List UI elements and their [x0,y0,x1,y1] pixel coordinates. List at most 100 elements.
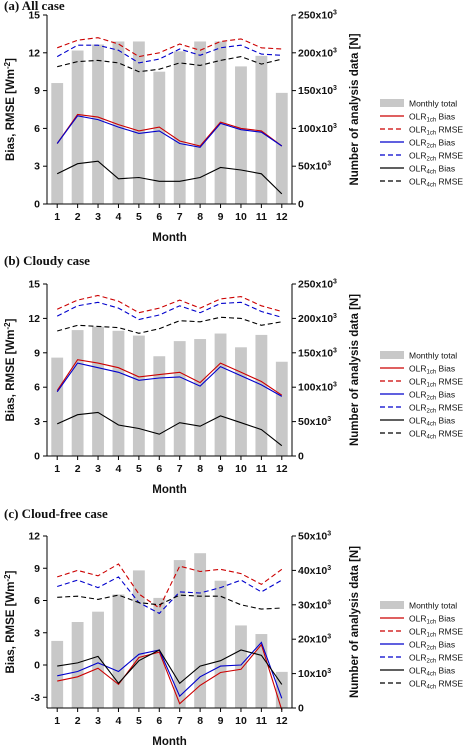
x-tick-label: 12 [276,463,288,475]
bar-monthly-total [173,341,186,456]
chart-panel-1: (a) All case03691215050x103100x103150x10… [3,0,463,244]
x-tick-label: 6 [156,211,162,223]
y2-tick-label: 30x103 [298,599,331,611]
x-axis-label: Month [152,484,186,496]
legend-label: OLR4ch RMSE [409,429,463,441]
y2-tick-label: 100x103 [298,382,337,394]
x-tick-label: 9 [218,463,224,475]
x-tick-label: 11 [256,463,267,475]
legend-label: OLR2ch Bias [409,640,455,652]
series-line-olr1ch-bias [57,643,283,711]
series-line-olr2ch-bias [56,115,283,148]
y-tick-label: 0 [34,451,40,463]
bar-monthly-total [112,594,125,708]
bar-monthly-total [275,92,288,204]
y2-axis-label: Number of analysis data [N] [349,294,361,446]
x-tick-label: 1 [54,211,60,223]
bar-monthly-total [71,50,84,205]
bar-monthly-total [214,580,227,708]
x-tick-label: 9 [218,211,224,223]
bar-monthly-total [194,41,207,205]
y-tick-label: 12 [28,531,40,543]
y2-tick-label: 10x103 [298,668,331,680]
y2-tick-label: 50x103 [298,416,331,428]
bar-monthly-total [275,361,288,456]
bar-monthly-total [92,611,104,708]
legend-swatch-monthly-total [380,351,404,359]
x-tick-label: 12 [276,715,288,727]
x-tick-label: 5 [136,715,142,727]
x-axis-label: Month [152,736,186,748]
bar-monthly-total [153,71,166,204]
series-line-olr4ch-bias [56,411,283,447]
x-tick-label: 10 [235,715,247,727]
y-tick-label: 6 [34,123,40,135]
bar-monthly-total [132,41,145,205]
series-line-olr4ch-bias [57,649,283,685]
legend-label: OLR1ch RMSE [409,627,463,639]
series-line-olr4ch-rmse [57,594,282,610]
y2-tick-label: 250x103 [298,10,337,22]
bar-monthly-total [275,671,288,708]
series-line-olr4ch-bias [56,160,283,195]
y2-tick-label: 250x103 [298,279,337,291]
y-tick-label: 6 [34,382,40,394]
legend-label: OLR2ch RMSE [409,653,463,665]
series-line-olr2ch-rmse [56,301,282,321]
series-line-olr2ch-rmse [56,44,282,64]
y-axis-label: Bias, RMSE [Wm-2] [3,58,17,161]
legend-label: OLR2ch Bias [409,138,455,150]
series-line-olr2ch-rmse [57,576,283,615]
legend-label-monthly-total: Monthly total [409,99,457,109]
x-tick-label: 9 [218,715,224,727]
x-tick-label: 6 [156,715,162,727]
bar-monthly-total [214,333,227,456]
bar-monthly-total [112,330,125,456]
y-tick-label: 3 [34,161,40,173]
x-tick-label: 7 [177,715,183,727]
x-tick-label: 8 [197,463,203,475]
y-tick-label: 12 [28,47,40,59]
bar-monthly-total [173,560,186,708]
y-tick-label: -3 [31,692,40,704]
legend-swatch-monthly-total [380,99,404,107]
x-axis-label: Month [152,232,186,244]
chart-panel-3: (c) Cloud-free case-3036912010x10320x103… [3,506,463,748]
series-line-olr4ch-rmse [57,316,282,334]
y2-axis-label: Number of analysis data [N] [349,546,361,698]
x-tick-label: 1 [54,463,60,475]
y-tick-label: 3 [34,627,40,639]
series-line-olr2ch-bias [57,641,283,699]
legend-label-monthly-total: Monthly total [409,351,457,361]
bar-monthly-total [51,357,64,456]
y2-tick-label: 50x103 [298,161,331,173]
y2-tick-label: 0 [298,199,304,211]
legend-label: OLR1ch Bias [409,614,455,626]
bar-monthly-total [92,44,104,204]
bar-monthly-total [92,326,104,456]
x-tick-label: 10 [235,211,247,223]
x-tick-label: 5 [136,211,142,223]
bar-monthly-total [235,347,247,456]
x-tick-label: 3 [95,211,101,223]
y-tick-label: 15 [28,279,40,291]
panel-title: (c) Cloud-free case [4,506,108,521]
bar-monthly-total [71,330,84,456]
panel-title: (a) All case [4,0,65,13]
bar-monthly-total [194,553,207,708]
legend-label: OLR4ch RMSE [409,177,463,189]
bar-monthly-total [132,570,145,708]
x-tick-label: 1 [54,715,60,727]
series-line-olr4ch-rmse [57,56,282,73]
y2-tick-label: 150x103 [298,347,337,359]
x-tick-label: 5 [136,463,142,475]
y2-tick-label: 50x103 [298,531,331,543]
bar-monthly-total [112,41,125,205]
bar-monthly-total [255,334,268,456]
legend-label: OLR1ch RMSE [409,377,463,389]
y-tick-label: 3 [34,416,40,428]
legend-label: OLR2ch RMSE [409,151,463,163]
